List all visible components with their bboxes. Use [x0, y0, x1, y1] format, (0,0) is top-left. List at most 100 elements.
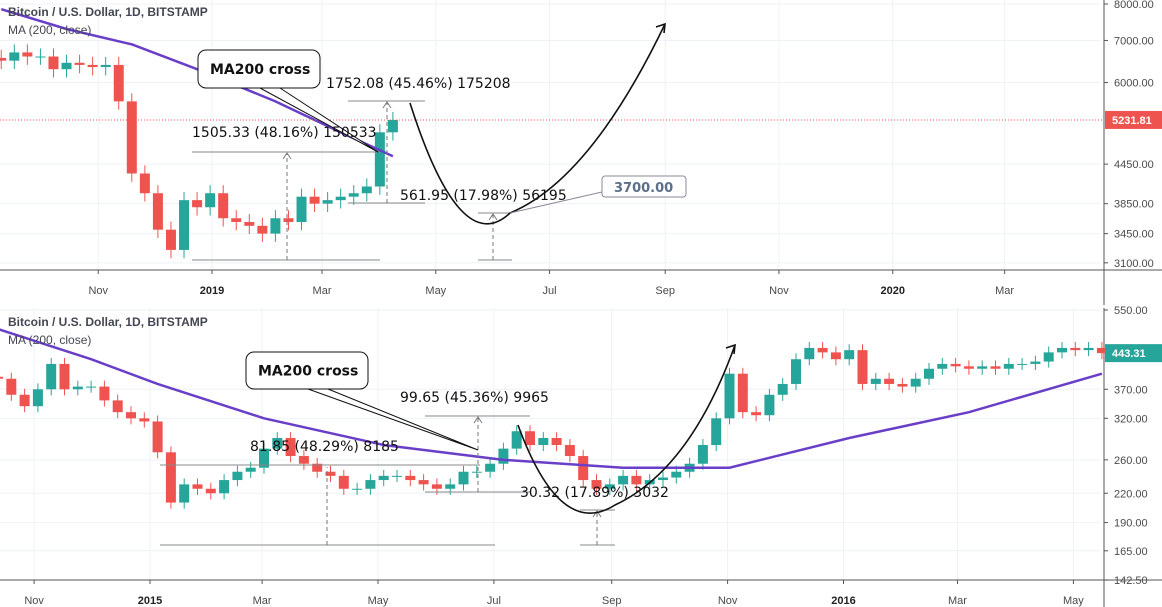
candle — [283, 218, 294, 222]
candle — [112, 400, 123, 413]
y-tick-label: 165.00 — [1114, 546, 1148, 558]
y-tick-label: 260.00 — [1114, 455, 1148, 467]
callout-label: MA200 cross — [258, 364, 358, 380]
bottom-symbol-title[interactable]: Bitcoin / U.S. Dollar, 1D, BITSTAMP — [8, 315, 208, 329]
candle — [126, 412, 136, 419]
candle — [378, 475, 389, 481]
candle — [751, 412, 762, 416]
ma200-line — [0, 328, 1103, 469]
candle — [870, 378, 881, 384]
top-legend: Bitcoin / U.S. Dollar, 1D, BITSTAMP MA (… — [8, 3, 208, 39]
candle — [431, 484, 442, 489]
candle — [1030, 361, 1041, 364]
candle — [113, 64, 124, 102]
candle — [857, 350, 868, 384]
candle — [139, 173, 150, 194]
range-label-2: 99.65 (45.36%) 9965 — [400, 390, 549, 406]
candle — [257, 225, 268, 234]
callout-pointer — [259, 87, 379, 153]
candle — [711, 418, 722, 446]
x-tick-label: Sep — [602, 595, 622, 607]
arrow-up-icon — [282, 152, 292, 160]
candle — [348, 193, 359, 197]
candle — [126, 101, 137, 174]
candle — [804, 347, 815, 360]
arrow-up-icon — [592, 510, 602, 518]
candle — [844, 350, 855, 360]
y-tick-label: 370.00 — [1114, 384, 1148, 396]
candle — [322, 200, 333, 204]
candle — [591, 480, 602, 489]
candle — [338, 475, 349, 489]
candle — [791, 359, 801, 384]
x-tick-label: Mar — [995, 285, 1014, 297]
x-tick-label: Nov — [769, 285, 789, 297]
candle — [1083, 347, 1094, 351]
bottom-indicator-label[interactable]: MA (200, close) — [8, 333, 92, 347]
candle — [179, 484, 190, 503]
bottom-legend: Bitcoin / U.S. Dollar, 1D, BITSTAMP MA (… — [8, 313, 208, 349]
candle — [270, 218, 281, 234]
candle — [152, 421, 163, 453]
candle — [737, 373, 748, 413]
candle — [551, 438, 562, 446]
candle — [296, 196, 307, 222]
candle — [458, 471, 469, 485]
candle — [192, 484, 203, 489]
y-tick-label: 320.00 — [1114, 413, 1148, 425]
x-tick-label: Nov — [88, 285, 108, 297]
x-tick-label: Jul — [487, 595, 501, 607]
x-tick-label: Mar — [313, 285, 332, 297]
last-price-label: 5231.81 — [1112, 115, 1152, 127]
x-tick-label: May — [1063, 595, 1084, 607]
candle — [498, 448, 509, 464]
top-pane: 8000.00 7000.00 6000.00 4450.00 3850.00 3450.… — [0, 0, 1162, 305]
candle — [538, 438, 549, 446]
target-price-connector — [509, 191, 603, 214]
range-label-1: 81.85 (48.29%) 8185 — [250, 439, 399, 455]
candle — [218, 193, 229, 219]
candle — [485, 463, 496, 472]
candle — [0, 57, 7, 61]
candle — [604, 484, 615, 489]
candle — [1096, 347, 1107, 354]
last-price-label: 443.31 — [1112, 348, 1146, 360]
candle — [418, 480, 429, 485]
candle — [35, 56, 46, 58]
x-tick-label: Nov — [718, 595, 738, 607]
candle — [0, 376, 3, 379]
candle — [298, 456, 309, 464]
candle — [361, 186, 372, 194]
callout-label: MA200 cross — [210, 62, 310, 78]
x-tick-label: May — [368, 595, 389, 607]
candle — [724, 373, 735, 419]
candle — [658, 477, 668, 481]
candle — [312, 463, 323, 472]
candle — [232, 471, 243, 481]
top-symbol-title[interactable]: Bitcoin / U.S. Dollar, 1D, BITSTAMP — [8, 5, 208, 19]
candle — [272, 438, 283, 449]
candle — [671, 471, 682, 478]
x-tick-label: 2019 — [200, 285, 224, 297]
candle — [897, 383, 908, 387]
candle — [99, 386, 110, 401]
candle — [1057, 347, 1067, 353]
candle — [910, 378, 921, 387]
callout-pointer — [307, 388, 479, 451]
candle — [764, 394, 775, 416]
candle — [285, 438, 296, 457]
candle — [165, 229, 176, 250]
top-indicator-label[interactable]: MA (200, close) — [8, 23, 92, 37]
last-price-badge — [1105, 110, 1162, 129]
candle — [884, 378, 895, 384]
candle — [192, 200, 203, 208]
x-tick-label: Sep — [655, 285, 675, 297]
candle — [387, 119, 398, 133]
candle — [525, 431, 535, 446]
target-price-label: 3700.00 — [614, 181, 673, 196]
x-tick-label: May — [425, 285, 446, 297]
candle — [1017, 363, 1028, 365]
callout-box — [245, 351, 369, 390]
candle — [244, 221, 255, 226]
